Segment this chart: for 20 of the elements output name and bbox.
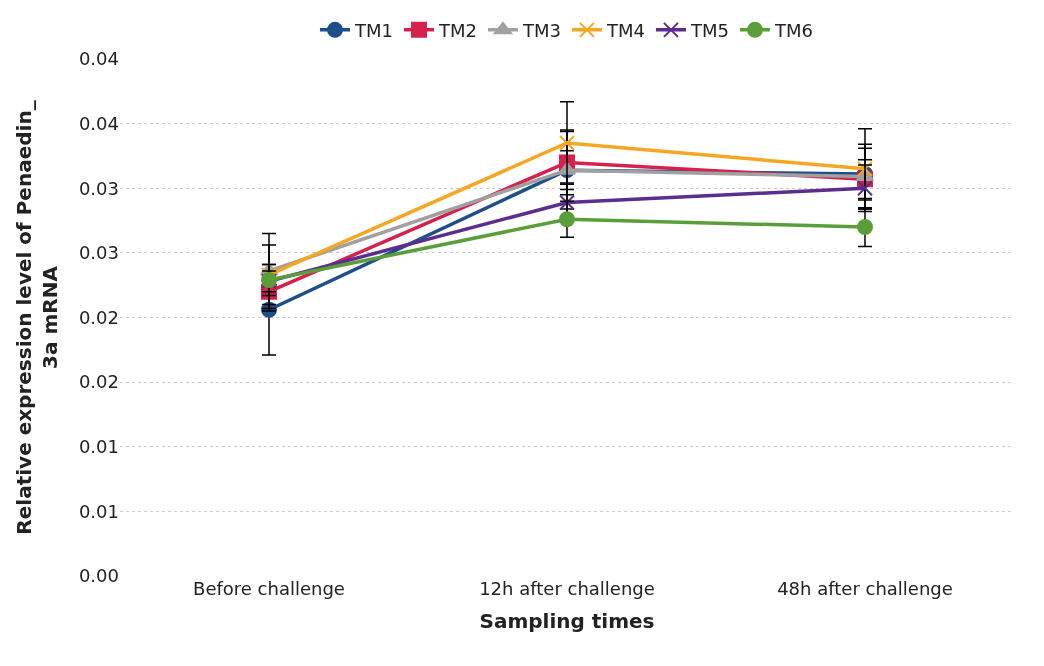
legend-label: TM5 bbox=[689, 19, 729, 41]
y-tick-label: 0.03 bbox=[78, 177, 119, 199]
y-tick-label: 0.02 bbox=[78, 306, 119, 328]
legend-label: TM2 bbox=[437, 19, 477, 41]
legend-label: TM6 bbox=[773, 19, 813, 41]
x-tick-label: 12h after challenge bbox=[479, 578, 655, 599]
x-tick-label: Before challenge bbox=[193, 578, 345, 599]
y-tick-label: 0.00 bbox=[78, 565, 119, 587]
legend-label: TM1 bbox=[354, 19, 393, 41]
y-tick-label: 0.03 bbox=[78, 242, 119, 264]
y-tick-label: 0.01 bbox=[78, 436, 119, 458]
y-tick-label: 0.04 bbox=[78, 48, 119, 70]
y-axis-title: Relative expression level of Penaedin_ 3a mRNA bbox=[12, 100, 63, 535]
legend-label: TM3 bbox=[521, 19, 561, 41]
y-tick-label: 0.04 bbox=[78, 112, 119, 134]
x-tick-label: 48h after challenge bbox=[777, 578, 953, 599]
y-tick-label: 0.02 bbox=[78, 371, 119, 393]
x-axis-title: Sampling times bbox=[479, 608, 655, 633]
legend-label: TM4 bbox=[605, 19, 645, 41]
y-tick-label: 0.01 bbox=[78, 500, 119, 522]
